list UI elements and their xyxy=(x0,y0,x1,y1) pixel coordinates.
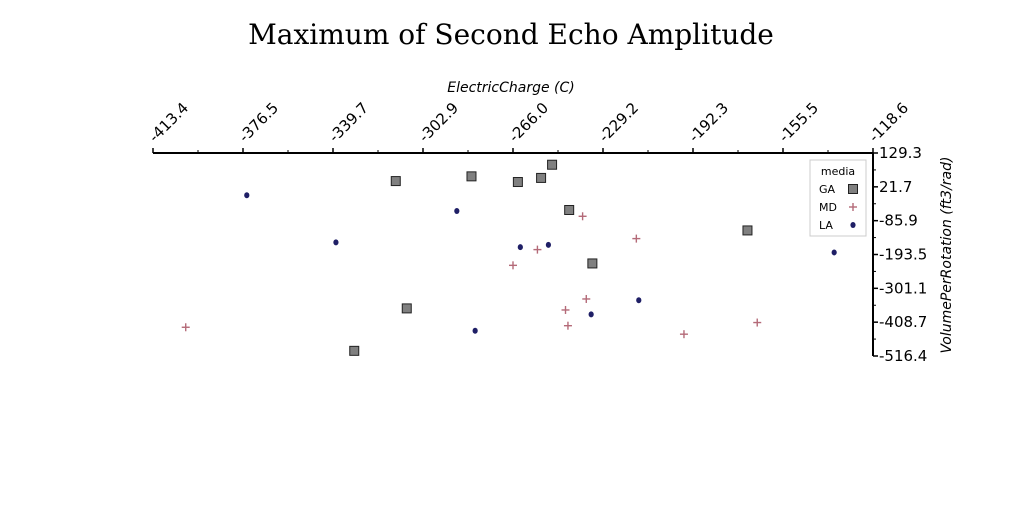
point-la xyxy=(588,311,594,318)
point-ga xyxy=(401,303,412,314)
x-tick-label: -155.5 xyxy=(775,99,822,146)
point-md xyxy=(632,234,641,243)
point-ga xyxy=(466,171,477,182)
legend-marker-la xyxy=(850,222,856,228)
series-la xyxy=(244,192,837,334)
x-tick-label: -118.6 xyxy=(865,99,912,146)
point-la xyxy=(636,297,642,304)
x-tick-label: -192.3 xyxy=(685,99,732,146)
point-md xyxy=(679,330,688,339)
point-ga xyxy=(390,176,401,187)
point-md xyxy=(509,261,517,270)
point-ga xyxy=(742,225,753,236)
point-md xyxy=(563,321,572,330)
point-ga xyxy=(349,345,360,356)
y-tick-label: -301.1 xyxy=(879,279,927,297)
legend-marker-ga xyxy=(848,184,858,194)
point-la xyxy=(831,249,837,256)
y-axis-label: VolumePerRotation (ft3/rad) xyxy=(939,157,955,354)
series-ga xyxy=(349,159,753,356)
y-tick-label: -408.7 xyxy=(879,313,927,331)
point-la xyxy=(472,327,478,334)
x-tick-label: -413.4 xyxy=(145,99,192,146)
data-marks xyxy=(181,159,837,356)
point-ga xyxy=(547,159,558,170)
point-la xyxy=(545,241,552,248)
x-tick-label: -302.9 xyxy=(415,99,462,146)
point-md xyxy=(181,323,190,332)
legend-label-ga: GA xyxy=(819,183,836,196)
point-la xyxy=(454,207,460,214)
x-tick-label: -339.7 xyxy=(325,99,372,146)
legend-box xyxy=(809,159,867,237)
legend-label-md: MD xyxy=(819,201,837,214)
series-md xyxy=(181,212,762,339)
point-ga xyxy=(536,172,547,183)
point-md xyxy=(582,294,591,303)
point-la xyxy=(517,244,523,251)
point-md xyxy=(578,212,587,221)
y-tick-label: 21.7 xyxy=(879,178,912,196)
y-tick-label: -85.9 xyxy=(879,212,918,230)
legend: media GA MD LA xyxy=(809,159,867,237)
point-ga xyxy=(512,177,523,188)
y-tick-label: -516.4 xyxy=(879,347,927,365)
chart-title: Maximum of Second Echo Amplitude xyxy=(248,18,774,51)
x-tick-label: -376.5 xyxy=(235,99,282,146)
y-tick-label: 129.3 xyxy=(879,144,922,162)
legend-label-la: LA xyxy=(819,219,833,232)
x-tick-label: -266.0 xyxy=(505,99,552,146)
point-md xyxy=(561,305,570,314)
legend-marker-md xyxy=(849,203,857,211)
x-tick-label: -229.2 xyxy=(595,99,642,146)
y-tick-label: -193.5 xyxy=(879,246,927,264)
point-md xyxy=(533,245,542,254)
legend-title: media xyxy=(821,165,855,178)
point-la xyxy=(244,192,250,199)
point-ga xyxy=(564,204,575,215)
point-ga xyxy=(587,258,598,269)
point-md xyxy=(753,318,762,327)
x-axis-label: ElectricCharge (C) xyxy=(447,80,575,96)
point-la xyxy=(333,239,339,246)
